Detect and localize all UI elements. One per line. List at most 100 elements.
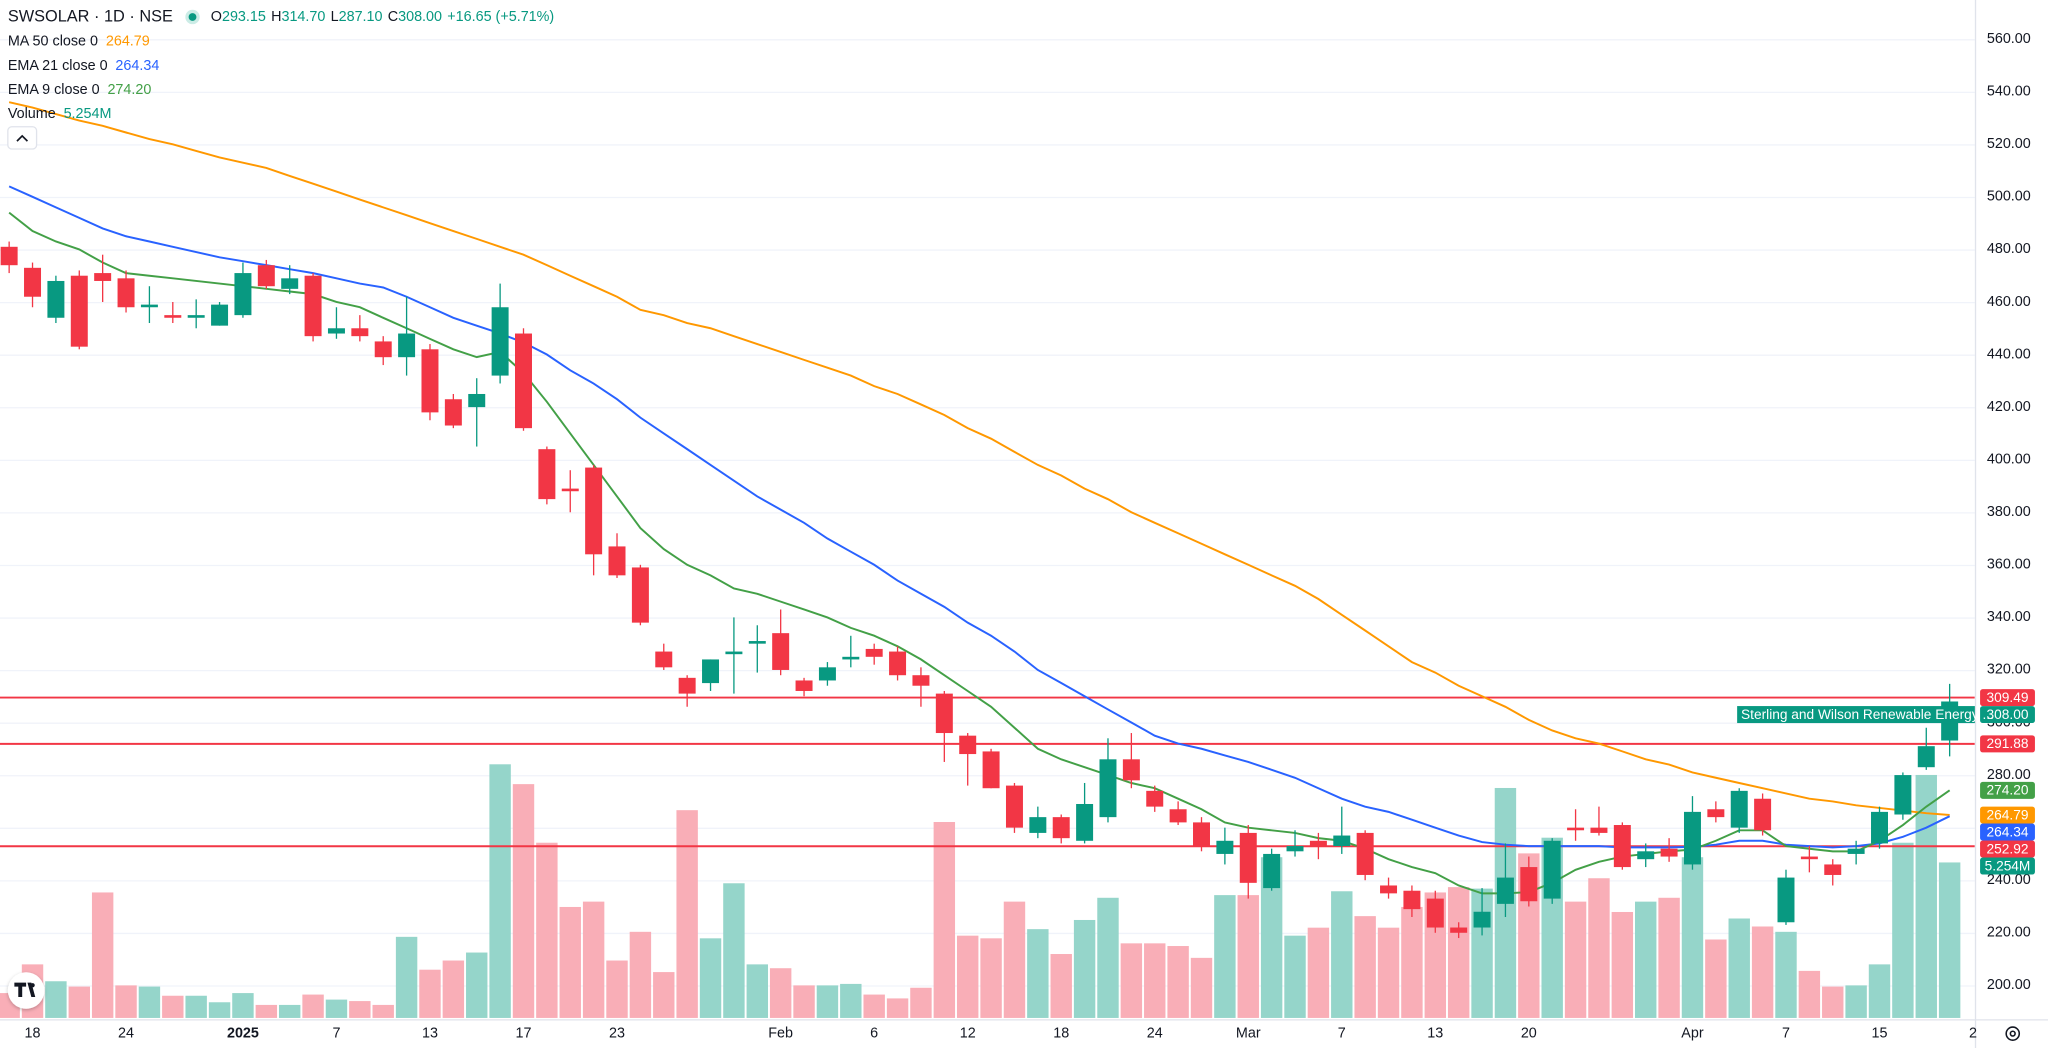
candle-body [889, 651, 907, 676]
volume-bar [115, 985, 137, 1018]
y-tick-label: 200.00 [1987, 977, 2031, 993]
volume-bar [1377, 927, 1400, 1018]
volume-bar [442, 960, 465, 1018]
candle-body [982, 751, 1000, 789]
volume-bar [162, 995, 184, 1018]
x-tick-label: Feb [768, 1025, 793, 1041]
volume-bar [1284, 935, 1306, 1018]
volume-bar [1307, 927, 1330, 1018]
candle-body [725, 651, 743, 655]
candle-body [1193, 822, 1210, 847]
collapse-button[interactable] [7, 126, 38, 150]
y-tick-label: 380.00 [1987, 504, 2031, 520]
volume-bar [1705, 939, 1727, 1018]
ohlc-key: H [271, 9, 281, 25]
candle-body [140, 304, 158, 308]
tradingview-logo[interactable] [7, 972, 45, 1009]
settings-gear[interactable] [2005, 1026, 2021, 1041]
volume-bar [1331, 891, 1353, 1018]
y-tick-label: 240.00 [1987, 872, 2031, 888]
symbol-title: SWSOLAR · 1D · NSE [8, 7, 173, 25]
volume-bar [1681, 857, 1704, 1018]
candle-body [281, 278, 299, 289]
candle-body [1450, 927, 1468, 933]
volume-bar [676, 810, 698, 1018]
candle-body [959, 735, 977, 755]
price-label-box [1980, 689, 2035, 707]
y-tick-label: 360.00 [1987, 557, 2031, 573]
volume-bar [629, 931, 652, 1018]
candle-body [1754, 798, 1772, 831]
price-label: 5.254M [1985, 858, 2031, 873]
volume-bar [769, 968, 792, 1018]
x-tick-label: Apr [1681, 1025, 1704, 1041]
candle-body [70, 275, 88, 347]
volume-bar [1822, 986, 1844, 1018]
x-tick-label: Mar [1236, 1025, 1261, 1041]
grid [0, 39, 1975, 987]
x-tick-label: 13 [422, 1025, 438, 1041]
candle-body [468, 393, 486, 408]
price-change: +16.65 (+5.71%) [447, 9, 554, 25]
volume-bar [278, 1004, 301, 1018]
candle-body [1426, 898, 1444, 928]
volume-bar [980, 938, 1002, 1018]
logo-dot [30, 983, 35, 988]
price-label: 308.00 [1987, 707, 2029, 722]
volume-bar [1915, 774, 1937, 1018]
collapse-button-frame[interactable] [7, 126, 38, 150]
candle-body [1496, 877, 1514, 904]
y-tick-label: 420.00 [1987, 399, 2031, 415]
x-tick-label: 15 [1872, 1025, 1888, 1041]
logo-badge[interactable] [7, 972, 45, 1009]
volume-bar [1097, 897, 1119, 1018]
y-tick-label: 520.00 [1987, 136, 2031, 152]
volume-bar [1868, 964, 1891, 1018]
settings-button[interactable] [2005, 1026, 2021, 1041]
candle-body [1052, 817, 1070, 839]
instrument-label-box [1737, 706, 1975, 724]
volume-bar [1635, 901, 1657, 1018]
candle-body [1800, 856, 1818, 860]
indicator-value: 274.20 [107, 82, 151, 98]
candle-body [47, 280, 65, 318]
volume-bar [1003, 901, 1026, 1018]
candle-body [608, 546, 626, 576]
candle-body [1403, 890, 1421, 910]
candle-body [164, 315, 182, 318]
volume-bar [91, 892, 114, 1018]
price-label-box [1980, 706, 2035, 724]
candle-body [1730, 790, 1748, 828]
candle-body [421, 349, 439, 413]
status-dot-core [188, 13, 197, 21]
price-label-box [1980, 735, 2035, 753]
volume-bar [302, 994, 324, 1018]
candle-body [1707, 809, 1725, 818]
x-tick-label: 13 [1427, 1025, 1443, 1041]
candle-body [1847, 848, 1865, 854]
ohlc-value: 308.00 [398, 9, 442, 25]
price-label-box [1980, 806, 2035, 824]
candle-body [1356, 832, 1374, 875]
candle-body [912, 675, 930, 686]
candle-body [515, 333, 532, 429]
candle-body [1169, 809, 1187, 823]
y-tick-label: 480.00 [1987, 241, 2031, 257]
volume-bar [1775, 931, 1797, 1018]
volume-bar [489, 764, 511, 1018]
candle-body [1380, 885, 1398, 894]
price-label-box [1980, 823, 2035, 841]
volume-bar [349, 1001, 371, 1018]
ohlc-value: 314.70 [281, 9, 325, 25]
candle-body [1263, 853, 1281, 889]
volume-bar [840, 983, 862, 1018]
volume-bar [255, 1004, 278, 1018]
price-label: 309.49 [1987, 690, 2029, 705]
x-tick-label: 2025 [227, 1025, 259, 1041]
y-tick-label: 280.00 [1987, 767, 2031, 783]
candle-body [1029, 817, 1047, 833]
candle-body [1309, 840, 1327, 847]
volume-bar [466, 952, 488, 1018]
volume-bar [1144, 943, 1166, 1018]
